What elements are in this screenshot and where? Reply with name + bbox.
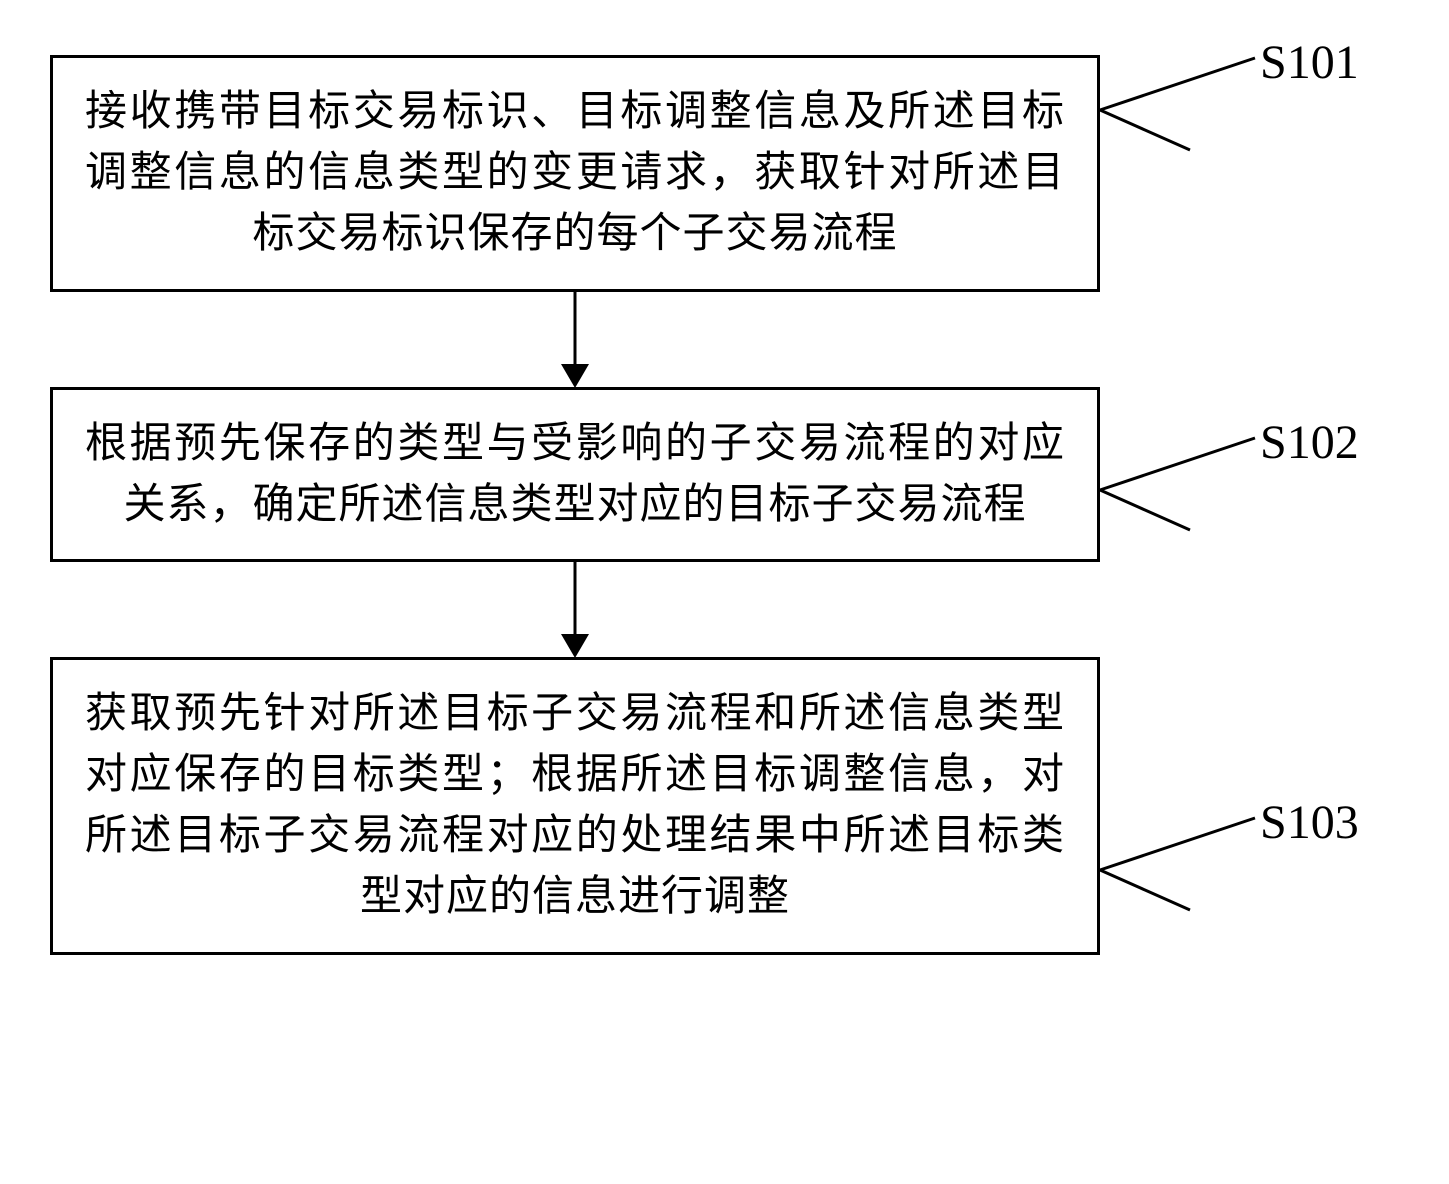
step-wrapper-1: 接收携带目标交易标识、目标调整信息及所述目标调整信息的信息类型的变更请求，获取针… [50, 55, 1400, 292]
step-text-1: 接收携带目标交易标识、目标调整信息及所述目标调整信息的信息类型的变更请求，获取针… [85, 82, 1065, 265]
arrow-head-2 [561, 634, 589, 658]
arrow-shaft-2 [574, 562, 577, 637]
arrow-2 [50, 562, 1100, 657]
flowchart-container: S101 S102 S103 接收携带目标交易标识、目标调整信息及所述目标调整信… [50, 20, 1400, 955]
step-box-2: 根据预先保存的类型与受影响的子交易流程的对应关系，确定所述信息类型对应的目标子交… [50, 387, 1100, 563]
step-text-3: 获取预先针对所述目标子交易流程和所述信息类型对应保存的目标类型；根据所述目标调整… [85, 684, 1065, 928]
arrow-1 [50, 292, 1100, 387]
step-wrapper-2: 根据预先保存的类型与受影响的子交易流程的对应关系，确定所述信息类型对应的目标子交… [50, 387, 1400, 563]
step-text-2: 根据预先保存的类型与受影响的子交易流程的对应关系，确定所述信息类型对应的目标子交… [85, 414, 1065, 536]
arrow-head-1 [561, 364, 589, 388]
step-box-1: 接收携带目标交易标识、目标调整信息及所述目标调整信息的信息类型的变更请求，获取针… [50, 55, 1100, 292]
step-box-3: 获取预先针对所述目标子交易流程和所述信息类型对应保存的目标类型；根据所述目标调整… [50, 657, 1100, 955]
arrow-shaft-1 [574, 292, 577, 367]
step-wrapper-3: 获取预先针对所述目标子交易流程和所述信息类型对应保存的目标类型；根据所述目标调整… [50, 657, 1400, 955]
